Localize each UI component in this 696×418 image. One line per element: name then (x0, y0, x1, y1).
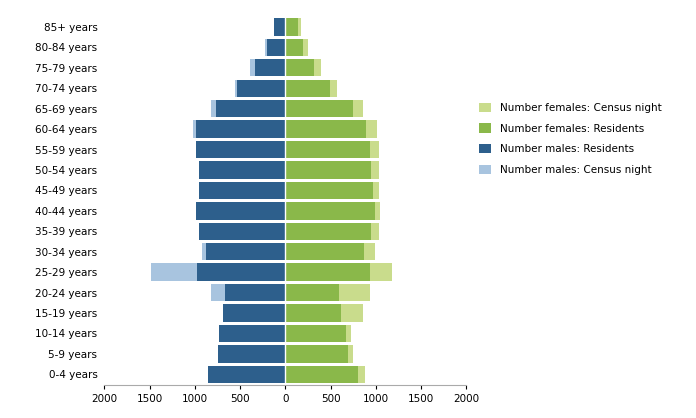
Bar (196, 120, 285, 138)
Bar (285, 263, 370, 281)
Bar (217, 345, 285, 362)
Bar (198, 202, 285, 219)
Bar (209, 366, 285, 383)
Bar (274, 18, 285, 36)
Bar (285, 223, 379, 240)
Bar (285, 39, 303, 56)
Bar (211, 100, 285, 117)
Bar (255, 59, 285, 76)
Bar (285, 100, 363, 117)
Bar (206, 243, 285, 260)
Bar (285, 100, 354, 117)
Bar (285, 141, 370, 158)
Bar (220, 345, 285, 362)
Bar (235, 79, 285, 97)
Bar (285, 79, 337, 97)
Bar (285, 39, 308, 56)
Bar (222, 325, 285, 342)
Bar (199, 182, 285, 199)
Bar (285, 304, 340, 322)
Bar (285, 345, 353, 362)
Bar (285, 284, 339, 301)
Bar (285, 202, 375, 219)
Bar (285, 120, 366, 138)
Bar (285, 59, 315, 76)
Bar (285, 161, 379, 178)
Bar (211, 284, 285, 301)
Bar (285, 18, 301, 36)
Legend: Number females: Census night, Number females: Residents, Number males: Residents: Number females: Census night, Number fem… (479, 103, 661, 175)
Bar (285, 325, 346, 342)
Bar (285, 79, 330, 97)
Bar (193, 120, 285, 138)
Bar (226, 304, 285, 322)
Bar (285, 366, 365, 383)
Bar (223, 304, 285, 322)
Bar (199, 161, 285, 178)
Bar (197, 263, 285, 281)
Bar (250, 59, 285, 76)
Bar (285, 243, 375, 260)
Bar (285, 223, 372, 240)
Bar (285, 182, 373, 199)
Bar (198, 141, 285, 158)
Bar (285, 202, 380, 219)
Bar (199, 223, 285, 240)
Bar (202, 182, 285, 199)
Bar (285, 59, 321, 76)
Bar (264, 39, 285, 56)
Bar (202, 161, 285, 178)
Bar (285, 141, 379, 158)
Bar (285, 304, 363, 322)
Bar (285, 263, 392, 281)
Bar (196, 202, 285, 219)
Bar (219, 325, 285, 342)
Bar (237, 79, 285, 97)
Bar (285, 243, 364, 260)
Bar (274, 18, 285, 36)
Bar (202, 243, 285, 260)
Bar (285, 284, 370, 301)
Bar (216, 100, 285, 117)
Bar (196, 141, 285, 158)
Bar (285, 325, 351, 342)
Bar (267, 39, 285, 56)
Bar (285, 345, 348, 362)
Bar (152, 263, 285, 281)
Bar (225, 284, 285, 301)
Bar (202, 223, 285, 240)
Bar (285, 120, 377, 138)
Bar (285, 366, 358, 383)
Bar (285, 161, 372, 178)
Bar (285, 18, 299, 36)
Bar (213, 366, 285, 383)
Bar (285, 182, 379, 199)
